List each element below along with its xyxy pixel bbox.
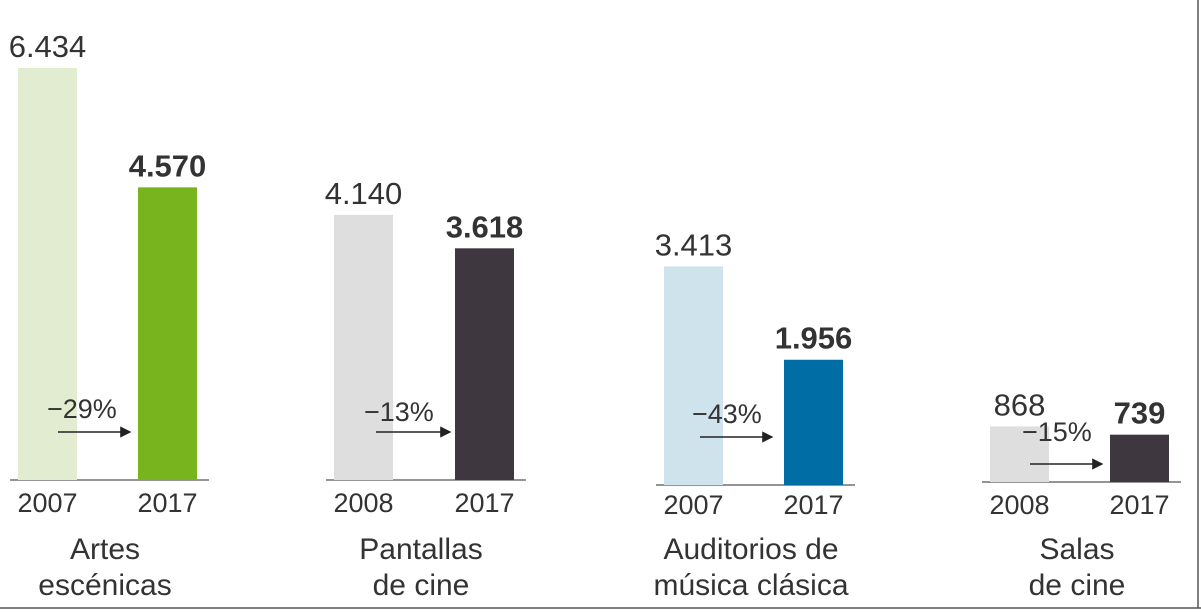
- bar-group: 3.413 2007 1.956 2017 −43% Auditorios demúsic…: [653, 227, 855, 602]
- bar: [334, 214, 393, 480]
- category-label: de cine: [373, 569, 470, 602]
- change-label: −13%: [364, 397, 434, 427]
- category-label: Salas: [1039, 533, 1114, 566]
- year-label: 2008: [989, 490, 1049, 520]
- year-label: 2017: [137, 488, 197, 518]
- change-label: −43%: [692, 399, 762, 429]
- year-label: 2008: [333, 488, 393, 518]
- year-label: 2007: [663, 490, 723, 520]
- data-label: 3.618: [446, 209, 524, 244]
- data-label: 4.140: [325, 176, 403, 211]
- data-label: 6.434: [9, 29, 87, 64]
- category-label: Artes: [70, 533, 140, 566]
- year-label: 2017: [783, 490, 843, 520]
- year-label: 2017: [454, 488, 514, 518]
- category-label: música clásica: [653, 569, 848, 602]
- category-label: de cine: [1029, 569, 1126, 602]
- bar: [664, 266, 723, 485]
- category-label: Pantallas: [359, 533, 482, 566]
- category-label: escénicas: [38, 569, 171, 602]
- year-label: 2007: [17, 488, 77, 518]
- data-label: 3.413: [655, 227, 733, 262]
- bar: [1110, 434, 1169, 482]
- bar: [990, 426, 1049, 482]
- year-label: 2017: [1109, 490, 1169, 520]
- category-label: Auditorios de: [663, 533, 838, 566]
- bar: [784, 359, 843, 485]
- change-label: −15%: [1022, 417, 1092, 447]
- data-label: 868: [994, 387, 1046, 422]
- data-label: 739: [1114, 396, 1166, 431]
- bar: [18, 68, 77, 480]
- change-label: −29%: [47, 394, 117, 424]
- data-label: 4.570: [129, 148, 207, 183]
- bar: [138, 187, 197, 480]
- data-label: 1.956: [775, 321, 853, 356]
- bar: [455, 248, 514, 480]
